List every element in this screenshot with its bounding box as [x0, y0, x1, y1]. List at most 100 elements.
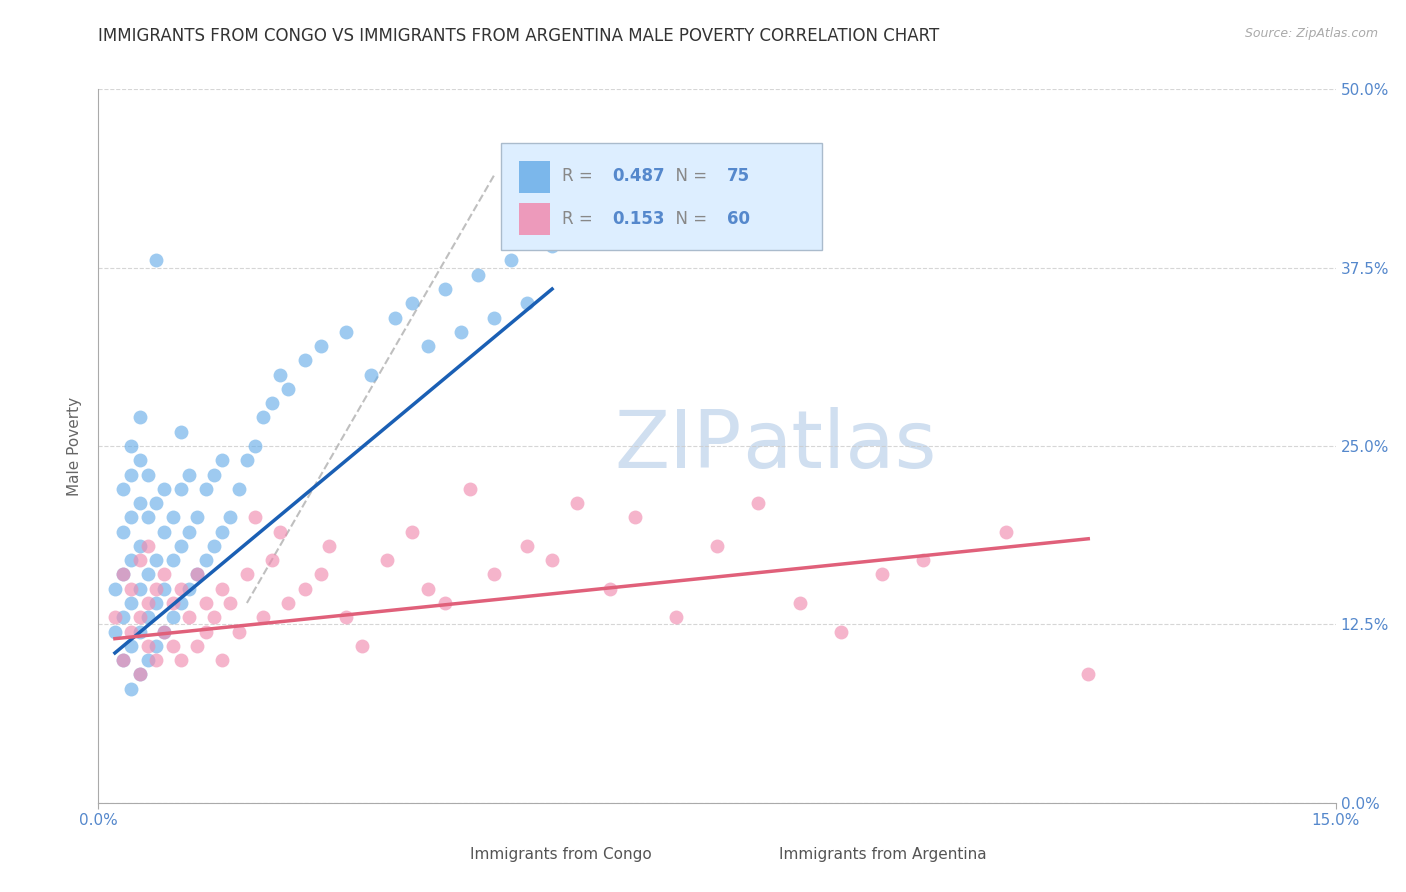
- Point: [228, 624, 250, 639]
- Point: [145, 253, 167, 268]
- Point: [170, 596, 193, 610]
- Point: [294, 582, 316, 596]
- Point: [128, 610, 150, 624]
- Point: [252, 410, 274, 425]
- Point: [162, 639, 184, 653]
- Point: [484, 310, 506, 325]
- Point: [228, 482, 250, 496]
- Point: [335, 610, 357, 624]
- Point: [153, 582, 176, 596]
- Point: [104, 624, 127, 639]
- Text: R =: R =: [562, 168, 599, 186]
- Point: [747, 496, 769, 510]
- Point: [128, 496, 150, 510]
- Point: [243, 510, 266, 524]
- FancyBboxPatch shape: [433, 843, 460, 865]
- Point: [104, 582, 127, 596]
- Point: [499, 253, 522, 268]
- Point: [136, 567, 159, 582]
- Point: [912, 553, 935, 567]
- Point: [269, 368, 291, 382]
- Point: [211, 582, 233, 596]
- Point: [170, 582, 193, 596]
- Point: [128, 624, 150, 639]
- Point: [352, 639, 374, 653]
- Point: [153, 524, 176, 539]
- Point: [236, 567, 259, 582]
- Point: [186, 567, 208, 582]
- Y-axis label: Male Poverty: Male Poverty: [67, 396, 83, 496]
- Point: [145, 639, 167, 653]
- Text: N =: N =: [665, 168, 713, 186]
- Text: IMMIGRANTS FROM CONGO VS IMMIGRANTS FROM ARGENTINA MALE POVERTY CORRELATION CHAR: IMMIGRANTS FROM CONGO VS IMMIGRANTS FROM…: [98, 27, 939, 45]
- Point: [565, 496, 588, 510]
- Point: [120, 553, 142, 567]
- Point: [186, 567, 208, 582]
- Text: Immigrants from Argentina: Immigrants from Argentina: [779, 847, 987, 862]
- Text: Immigrants from Congo: Immigrants from Congo: [470, 847, 651, 862]
- Point: [120, 596, 142, 610]
- Point: [277, 596, 299, 610]
- Point: [541, 239, 564, 253]
- Point: [450, 325, 472, 339]
- Point: [136, 539, 159, 553]
- Point: [128, 453, 150, 467]
- Point: [418, 582, 440, 596]
- Point: [128, 410, 150, 425]
- Point: [112, 653, 135, 667]
- Point: [120, 639, 142, 653]
- Point: [467, 268, 489, 282]
- Point: [401, 524, 423, 539]
- Point: [202, 610, 225, 624]
- Point: [516, 296, 538, 310]
- Point: [128, 539, 150, 553]
- Point: [136, 467, 159, 482]
- Point: [219, 596, 242, 610]
- Point: [170, 539, 193, 553]
- Point: [128, 667, 150, 681]
- Text: 0.487: 0.487: [612, 168, 665, 186]
- Text: R =: R =: [562, 211, 599, 228]
- Point: [145, 496, 167, 510]
- Point: [136, 596, 159, 610]
- Point: [145, 553, 167, 567]
- Point: [623, 510, 645, 524]
- Point: [128, 582, 150, 596]
- Point: [136, 639, 159, 653]
- Text: 75: 75: [727, 168, 749, 186]
- Point: [170, 425, 193, 439]
- Point: [136, 510, 159, 524]
- Text: Source: ZipAtlas.com: Source: ZipAtlas.com: [1244, 27, 1378, 40]
- Point: [260, 396, 283, 410]
- Text: 60: 60: [727, 211, 749, 228]
- Point: [104, 610, 127, 624]
- Point: [112, 653, 135, 667]
- Point: [202, 539, 225, 553]
- Point: [252, 610, 274, 624]
- Point: [128, 667, 150, 681]
- Point: [162, 610, 184, 624]
- Point: [112, 482, 135, 496]
- Text: atlas: atlas: [742, 407, 936, 485]
- Point: [186, 510, 208, 524]
- Text: ZIP: ZIP: [614, 407, 742, 485]
- Point: [541, 553, 564, 567]
- Point: [136, 653, 159, 667]
- Point: [211, 453, 233, 467]
- Point: [170, 653, 193, 667]
- Point: [153, 482, 176, 496]
- Point: [665, 610, 688, 624]
- Point: [211, 524, 233, 539]
- Point: [112, 524, 135, 539]
- Point: [269, 524, 291, 539]
- Point: [309, 567, 332, 582]
- Point: [153, 624, 176, 639]
- Point: [433, 596, 456, 610]
- Point: [375, 553, 398, 567]
- Point: [112, 567, 135, 582]
- Point: [179, 610, 201, 624]
- Point: [706, 539, 728, 553]
- Point: [277, 382, 299, 396]
- Point: [162, 510, 184, 524]
- Text: 0.153: 0.153: [612, 211, 665, 228]
